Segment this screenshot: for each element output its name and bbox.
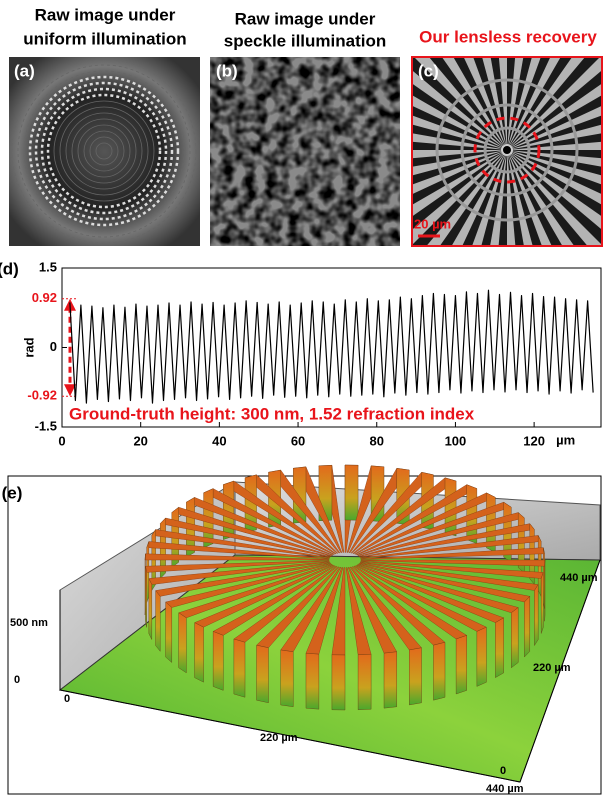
fan-wedge-side xyxy=(409,648,421,705)
fan-wedge-side xyxy=(166,602,172,662)
x-tick-label: 40 xyxy=(212,433,226,448)
star-center xyxy=(502,145,512,155)
y-tick-label: 0 xyxy=(50,339,57,354)
y-tick-label: -1.5 xyxy=(35,418,57,433)
x-tick-label: 120 xyxy=(523,433,545,448)
fan-wedge-side xyxy=(306,653,319,709)
panel-title: uniform illumination xyxy=(23,29,186,48)
x-tick-label: 20 xyxy=(133,433,147,448)
fan-wedge-side xyxy=(358,654,371,710)
panel-title: speckle illumination xyxy=(224,31,387,50)
fan-wedge-side xyxy=(179,613,187,673)
fan-wedge-side xyxy=(456,635,467,694)
y-tick-label: 1.5 xyxy=(39,259,57,274)
x-tick-label: 80 xyxy=(370,433,384,448)
fan-wedge-side xyxy=(511,608,518,668)
x-tick-label: 100 xyxy=(445,433,467,448)
panel-title: Raw image under xyxy=(35,5,176,24)
fan-wedge-side xyxy=(234,639,245,697)
image-b-speckle xyxy=(210,57,400,246)
fan-wedge-side xyxy=(332,655,345,710)
z-axis-label: 500 nm xyxy=(10,617,48,629)
fan-wedge-side xyxy=(195,623,204,683)
panel-title: Raw image under xyxy=(235,9,376,28)
x-axis-label: 220 µm xyxy=(260,732,298,744)
fan-wedge-side xyxy=(281,650,294,707)
panel-label: (b) xyxy=(216,61,238,80)
scale-bar-label: 20 µm xyxy=(414,216,451,231)
fan-wedge-side xyxy=(145,566,146,627)
panel-label: (e) xyxy=(2,483,23,502)
fan-wedge-side xyxy=(156,591,161,652)
x-axis-label: 440 µm xyxy=(486,783,524,795)
fan-wedge-side xyxy=(534,585,538,646)
x-axis-label: 0 xyxy=(64,693,70,705)
panel-label: (d) xyxy=(0,259,19,278)
y-axis-label: 440 µm xyxy=(560,572,598,584)
x-tick-label: 0 xyxy=(58,433,65,448)
panel-title: Our lensless recovery xyxy=(419,27,597,46)
fan-wedge-side xyxy=(345,465,358,520)
y-axis-label: rad xyxy=(21,337,36,357)
fan-wedge-side xyxy=(495,618,503,678)
fan-wedge-side xyxy=(477,627,487,686)
reference-label: 0.92 xyxy=(32,290,57,305)
annotation: Ground-truth height: 300 nm, 1.52 refrac… xyxy=(69,404,475,423)
fan-wedge-side xyxy=(524,596,529,657)
data-line xyxy=(70,290,593,403)
y-axis-label: 220 µm xyxy=(533,662,571,674)
reference-label: -0.92 xyxy=(27,388,57,403)
fan-wedge-side xyxy=(384,652,397,708)
z-axis-label: 0 xyxy=(14,674,20,686)
fan-wedge-side xyxy=(149,579,152,640)
panel-label: (c) xyxy=(418,61,439,80)
x-unit: µm xyxy=(556,432,575,447)
fan-wedge-side xyxy=(541,572,543,633)
fan-wedge-side xyxy=(433,642,445,700)
figure: 20 µm Raw image under uniform illuminatio… xyxy=(0,0,609,795)
y-axis-label: 0 xyxy=(500,765,506,777)
fan-wedge-side xyxy=(257,645,269,703)
panel-label: (a) xyxy=(14,61,35,80)
x-tick-label: 60 xyxy=(291,433,305,448)
fan-wedge-side xyxy=(213,631,223,690)
